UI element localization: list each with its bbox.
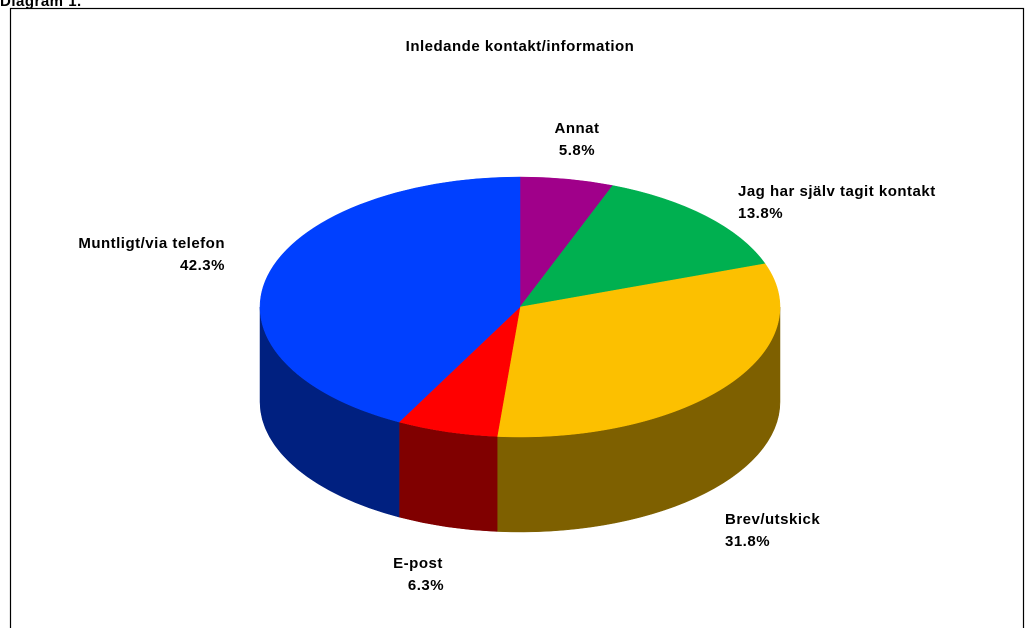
slice-label: Jag har själv tagit kontakt — [738, 183, 936, 200]
slice-value-label: 13.8% — [738, 205, 783, 222]
slice-label: E-post — [393, 555, 443, 572]
slice-side — [398, 421, 498, 532]
slice-label: Brev/utskick — [725, 511, 820, 528]
slice — [519, 185, 766, 308]
chart-frame — [9, 7, 1025, 628]
slice-label: Muntligt/via telefon — [78, 235, 225, 252]
pie-tops — [259, 176, 781, 438]
slice — [259, 176, 521, 423]
labels: Annat 5.8% Jag har själv tagit kontakt 13.8… — [78, 120, 935, 594]
slice-value-label: 5.8% — [559, 142, 595, 159]
heading: Diagram 1. — [0, 0, 82, 10]
slice — [496, 263, 781, 438]
slice-label: Annat — [555, 120, 600, 137]
slice-value-label: 42.3% — [180, 257, 225, 274]
slice-value-label: 6.3% — [408, 577, 444, 594]
chart-title: Inledande kontakt/information — [406, 38, 635, 55]
slice-value-label: 31.8% — [725, 533, 770, 550]
